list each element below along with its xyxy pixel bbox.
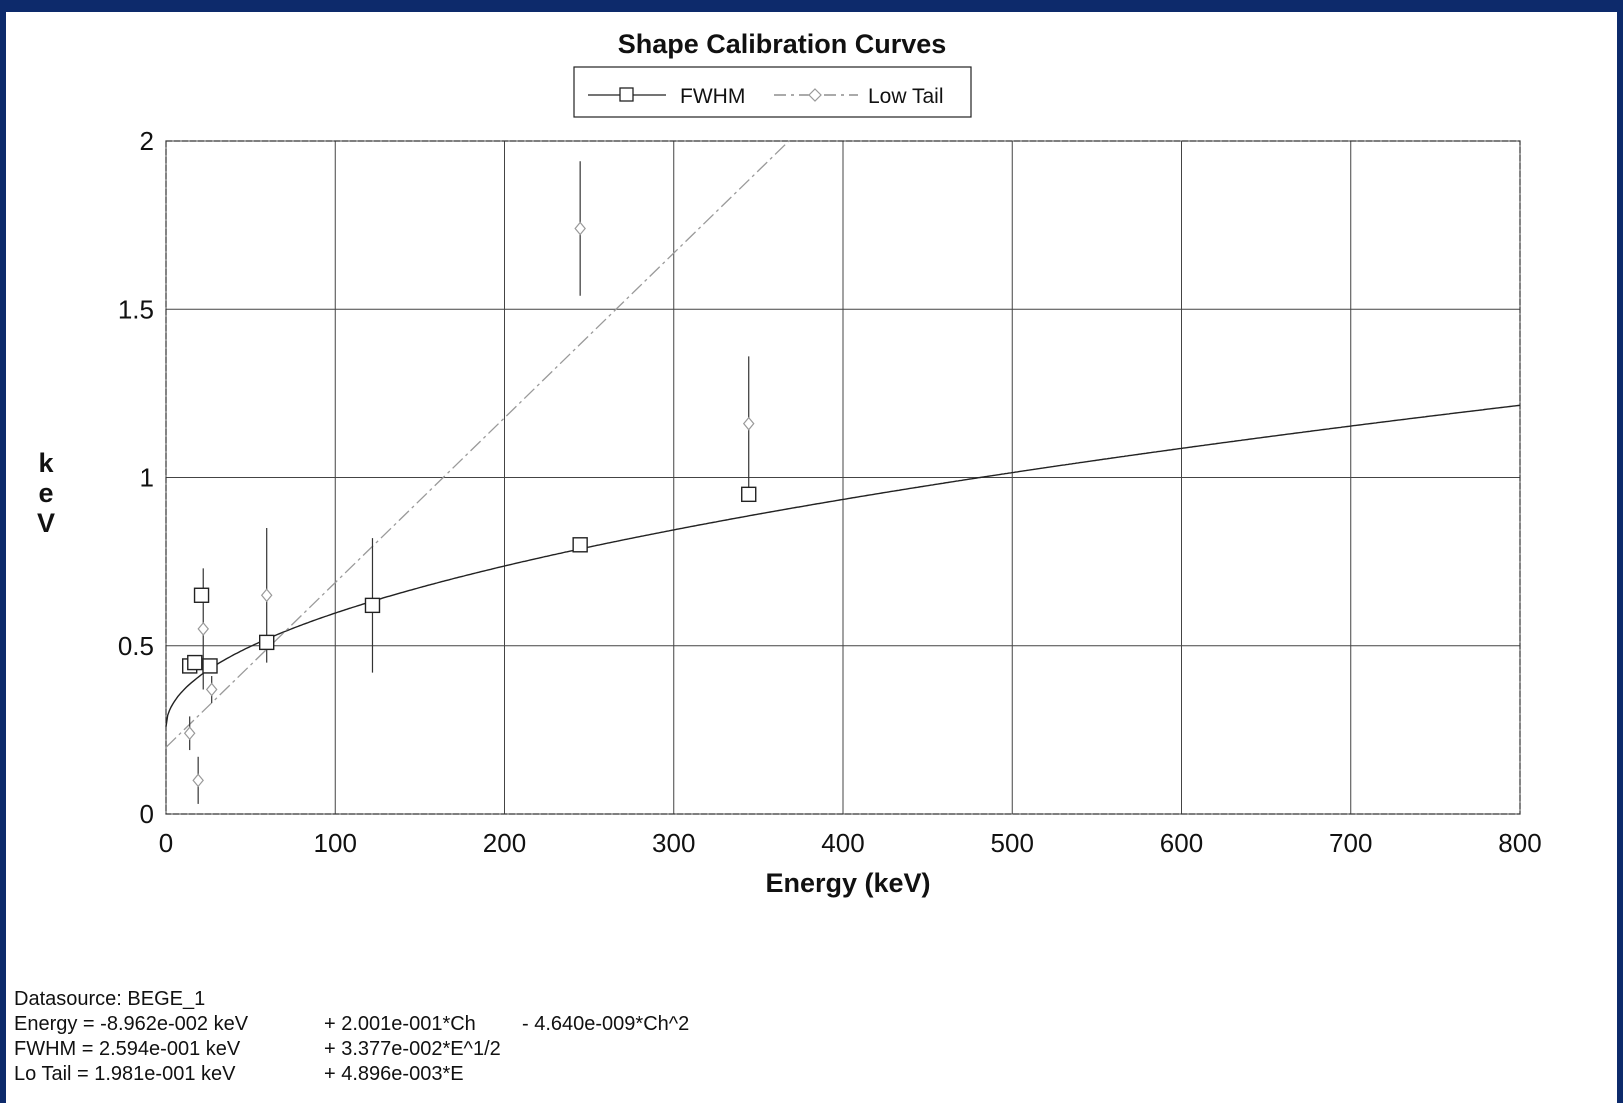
lowtail-point (205, 682, 218, 697)
legend-fwhm-label: FWHM (680, 85, 745, 108)
datasource-text: Datasource: BEGE_1 (14, 988, 206, 1010)
data-markers (181, 161, 757, 804)
lowtail-point (260, 588, 273, 603)
legend: FWHM Low Tail (573, 66, 972, 118)
energy-equation-label: Energy = -8.962e-002 keV (14, 1013, 249, 1035)
lowtail-fit-line (165, 140, 790, 748)
legend-fwhm-marker (619, 87, 634, 102)
x-tick-label: 400 (821, 828, 864, 858)
y-tick-label: 2 (140, 126, 154, 156)
x-tick-label: 100 (314, 828, 357, 858)
legend-lowtail-marker (808, 88, 822, 102)
y-tick-labels: 0 0.5 1 1.5 2 (118, 126, 154, 829)
fwhm-fit-curve (165, 404, 1521, 727)
fwhm-point (259, 634, 275, 651)
chart-panel: Shape Calibration Curves FWHM Low Tail 0… (6, 12, 1617, 1103)
x-axis-label: Energy (keV) (765, 868, 930, 898)
fwhm-equation-term1: + 3.377e-002*E^1/2 (324, 1038, 501, 1060)
plot-border (165, 140, 1521, 815)
fwhm-point (741, 486, 757, 503)
y-axis-label-char: k (38, 448, 54, 478)
x-tick-label: 200 (483, 828, 526, 858)
x-tick-label: 300 (652, 828, 695, 858)
x-tick-label: 500 (991, 828, 1034, 858)
y-axis-label: keV (37, 448, 55, 538)
fwhm-equation-label: FWHM = 2.594e-001 keV (14, 1038, 241, 1060)
y-tick-label: 0 (140, 799, 154, 829)
energy-equation-term2: - 4.640e-009*Ch^2 (522, 1013, 690, 1035)
y-tick-label: 1.5 (118, 294, 154, 324)
grid (165, 140, 1521, 815)
x-tick-label: 700 (1329, 828, 1372, 858)
y-tick-label: 0.5 (118, 631, 154, 661)
legend-box (573, 66, 972, 118)
lowtail-point (574, 221, 586, 236)
y-tick-label: 1 (140, 463, 154, 493)
legend-lowtail-label: Low Tail (868, 85, 944, 108)
chart-title: Shape Calibration Curves (618, 29, 947, 59)
fwhm-point (202, 658, 218, 674)
fwhm-point (187, 654, 203, 671)
x-tick-label: 600 (1160, 828, 1203, 858)
energy-equation-term1: + 2.001e-001*Ch (324, 1013, 476, 1035)
y-axis-label-char: V (37, 508, 55, 538)
x-tick-labels: 0 100 200 300 400 500 600 700 800 (159, 828, 1542, 858)
fwhm-point (364, 597, 381, 614)
x-tick-label: 0 (159, 828, 173, 858)
y-axis-label-char: e (38, 478, 53, 508)
lowtail-point (183, 726, 196, 741)
lowtail-point (192, 773, 204, 788)
fwhm-point (572, 537, 588, 553)
lowtail-point (742, 416, 755, 431)
x-tick-label: 800 (1498, 828, 1541, 858)
chart-svg: Shape Calibration Curves FWHM Low Tail 0… (37, 29, 1542, 898)
fwhm-point (193, 587, 210, 603)
lotail-equation-term1: + 4.896e-003*E (324, 1063, 464, 1085)
lotail-equation-label: Lo Tail = 1.981e-001 keV (14, 1063, 236, 1085)
plot-frame (165, 140, 1521, 815)
lowtail-point (197, 621, 210, 636)
